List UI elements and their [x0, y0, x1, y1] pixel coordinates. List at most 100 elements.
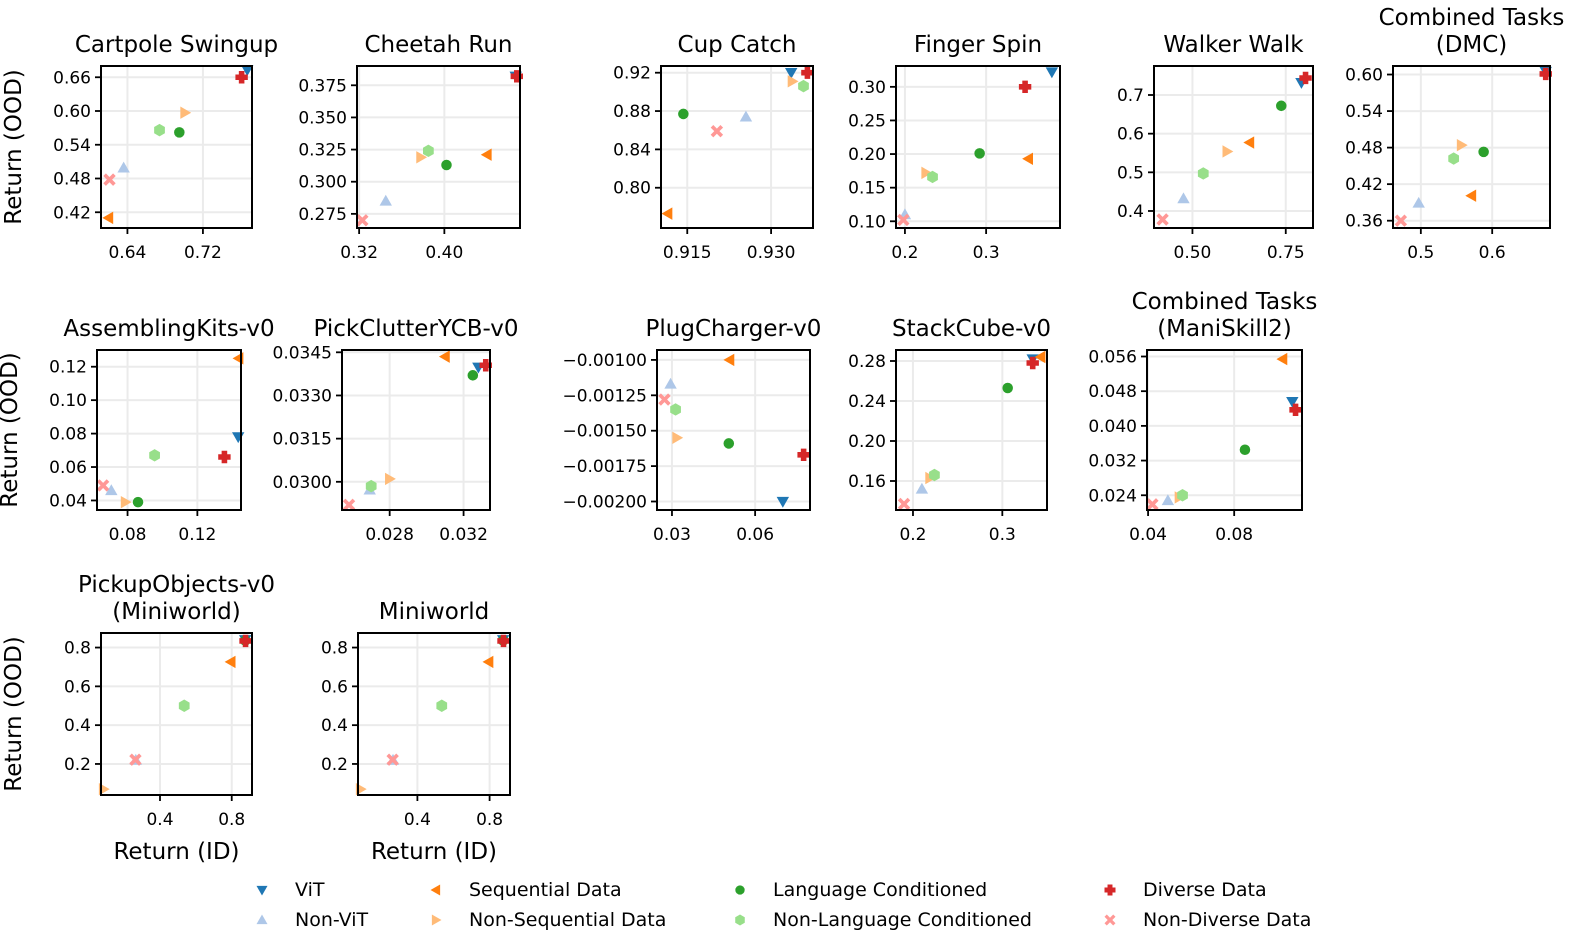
- y-axis-label: Return (OOD): [0, 352, 23, 508]
- subplot-title: (DMC): [1436, 32, 1508, 58]
- data-point-non-vit: [379, 194, 392, 206]
- axes-frame: [656, 349, 811, 511]
- data-point-non-language-conditioned: [798, 79, 809, 93]
- data-point-language-conditioned: [1239, 444, 1251, 455]
- legend: ViT Non-ViT Sequential Data Non-Sequenti…: [255, 878, 1355, 934]
- x-tick-label: 0.03: [653, 525, 691, 545]
- axes-frame: [895, 65, 1061, 229]
- axes-frame: [895, 349, 1048, 511]
- x-tick-label: 0.08: [1215, 525, 1253, 545]
- subplot-title: Finger Spin: [914, 32, 1042, 58]
- data-point-vit: [1045, 67, 1059, 79]
- data-point-non-sequential-data: [180, 106, 192, 119]
- legend-label: Non-Language Conditioned: [773, 909, 1032, 931]
- legend-marker-non-diverse-icon: [1104, 914, 1116, 926]
- legend-marker: [735, 885, 745, 895]
- subplot: 0.4 0.8 0.2 0.4 0.6 0.8 PickupObjects-v0(Miniw…: [1, 572, 275, 865]
- y-tick-label: 0.84: [613, 140, 651, 160]
- subplot-title: PickupObjects-v0: [78, 572, 275, 598]
- y-tick-label: 0.0345: [273, 343, 332, 363]
- y-tick-label: 0.6: [1117, 125, 1144, 145]
- subplot: 0.08 0.12 0.04 0.06 0.08 0.10 0.12 AssemblingKi…: [0, 316, 275, 545]
- y-tick-label: 0.42: [1345, 175, 1383, 195]
- y-tick-label: 0.42: [53, 203, 91, 223]
- data-point-non-vit: [105, 484, 118, 496]
- data-point-vit: [785, 68, 798, 79]
- data-point-non-sequential-data: [787, 75, 799, 88]
- x-tick-label: 0.4: [146, 810, 173, 830]
- data-point-vit: [1286, 396, 1299, 408]
- x-tick-label: 0.028: [365, 525, 414, 545]
- y-tick-label: 0.4: [1117, 202, 1144, 222]
- legend-label: Non-ViT: [295, 909, 369, 931]
- x-tick-label: 0.930: [747, 243, 796, 263]
- y-tick-label: 0.6: [321, 677, 348, 697]
- data-point-non-language-conditioned: [154, 123, 165, 137]
- data-point-vit: [232, 432, 245, 444]
- data-point-sequential-data: [1034, 350, 1046, 364]
- y-tick-label: 0.275: [298, 205, 347, 225]
- data-point-language-conditioned: [132, 496, 144, 508]
- data-point-non-language-conditioned: [1448, 152, 1460, 165]
- data-point-diverse-data: [1299, 71, 1312, 85]
- subplot-title: PlugCharger-v0: [646, 316, 822, 342]
- legend-item: Diverse Data: [1103, 878, 1267, 902]
- data-point-non-language-conditioned: [929, 468, 940, 482]
- y-tick-label: 0.024: [1088, 486, 1137, 506]
- axes-frame: [356, 65, 521, 229]
- data-point-non-sequential-data: [1456, 138, 1468, 152]
- x-tick-label: 0.40: [425, 243, 463, 263]
- x-tick-label: 0.2: [891, 243, 918, 263]
- y-tick-label: 0.06: [49, 458, 87, 478]
- y-tick-label: 0.54: [53, 136, 91, 156]
- axes-frame: [660, 65, 814, 229]
- y-tick-label: 0.30: [848, 78, 886, 98]
- x-axis-label: Return (ID): [113, 839, 239, 865]
- data-point-non-language-conditioned: [178, 699, 190, 712]
- data-point-non-language-conditioned: [436, 699, 448, 712]
- legend-marker-sequential-icon: [430, 884, 441, 896]
- legend-item: Language Conditioned: [733, 878, 987, 902]
- data-point-non-diverse-data: [1156, 213, 1169, 226]
- data-point-diverse-data: [218, 450, 231, 464]
- y-tick-label: 0.36: [1345, 212, 1383, 232]
- x-tick-label: 0.032: [439, 525, 488, 545]
- legend-item: Non-ViT: [255, 908, 368, 932]
- x-tick-label: 0.8: [476, 810, 503, 830]
- legend-marker: [735, 914, 745, 926]
- y-tick-label: 0.10: [848, 212, 886, 232]
- data-point-non-language-conditioned: [1177, 489, 1188, 502]
- x-tick-label: 0.72: [184, 243, 222, 263]
- y-tick-label: −0.00100: [562, 351, 647, 371]
- legend-marker-language-icon: [735, 885, 745, 895]
- subplot-title: Cup Catch: [678, 32, 797, 58]
- data-point-non-language-conditioned: [927, 170, 938, 184]
- y-tick-label: 0.2: [64, 755, 91, 775]
- data-point-non-vit: [664, 377, 677, 389]
- y-tick-label: 0.8: [64, 639, 91, 659]
- y-tick-label: 0.25: [848, 111, 886, 131]
- data-point-non-sequential-data: [120, 495, 132, 509]
- data-point-non-vit: [1412, 196, 1425, 208]
- legend-marker-vit-icon: [256, 885, 268, 896]
- data-point-diverse-data: [1539, 67, 1552, 81]
- y-tick-label: 0.20: [848, 432, 886, 452]
- y-tick-label: 0.54: [1345, 102, 1383, 122]
- y-tick-label: 0.48: [53, 170, 91, 190]
- y-tick-label: 0.20: [848, 145, 886, 165]
- data-point-non-sequential-data: [416, 151, 428, 164]
- y-tick-label: 0.048: [1088, 382, 1137, 402]
- data-point-sequential-data: [438, 350, 450, 363]
- x-tick-label: 0.75: [1267, 243, 1305, 263]
- data-point-non-sequential-data: [921, 166, 933, 180]
- legend-label: Non-Sequential Data: [469, 909, 667, 931]
- data-point-diverse-data: [479, 359, 492, 372]
- data-point-non-vit: [1177, 192, 1190, 204]
- data-point-sequential-data: [661, 207, 673, 220]
- data-point-language-conditioned: [1276, 100, 1287, 112]
- y-axis-label: Return (OOD): [1, 636, 27, 792]
- axes-frame: [1146, 349, 1303, 511]
- data-point-non-language-conditioned: [1197, 167, 1209, 180]
- subplot-title: (ManiSkill2): [1157, 316, 1292, 342]
- data-point-language-conditioned: [1478, 146, 1489, 158]
